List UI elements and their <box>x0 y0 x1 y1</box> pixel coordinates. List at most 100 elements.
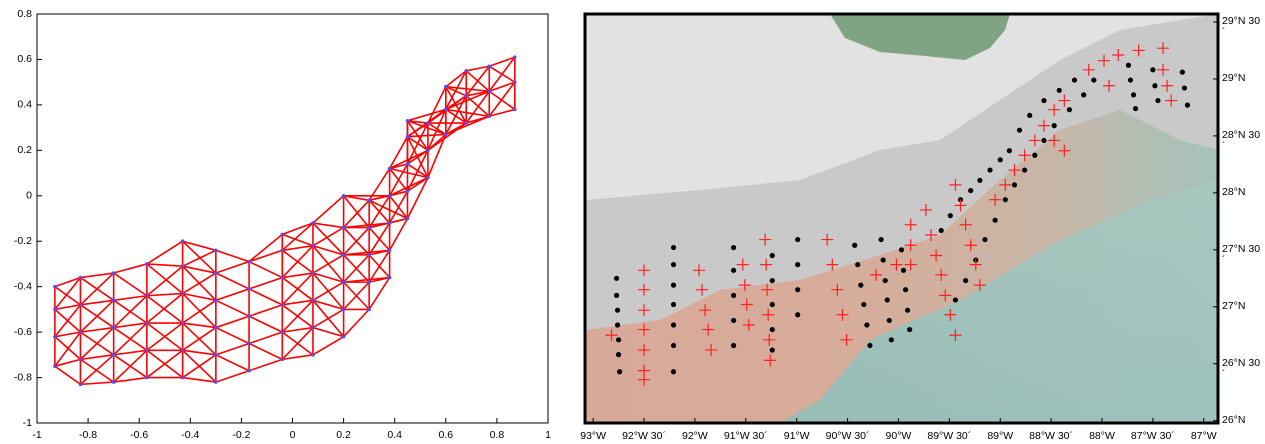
dot-marker <box>1180 70 1185 75</box>
mesh-node <box>311 353 315 357</box>
mesh-node <box>79 276 83 280</box>
dot-marker <box>903 287 908 292</box>
dot-marker <box>1072 77 1077 82</box>
mesh-node <box>181 239 185 243</box>
mesh-node <box>181 292 185 296</box>
dot-marker <box>1022 167 1027 172</box>
x-tick-label: -0.4 <box>181 429 199 441</box>
dot-marker <box>616 337 621 342</box>
dot-marker <box>1081 92 1086 97</box>
x-tick-label: 89°W <box>987 430 1013 442</box>
mesh-node <box>311 244 315 248</box>
mesh-node <box>388 167 392 171</box>
mesh-node <box>311 299 315 303</box>
mesh-node <box>311 326 315 330</box>
mesh-node <box>426 121 430 125</box>
dot-marker <box>1007 148 1012 153</box>
x-tick-label: 0.2 <box>336 429 351 441</box>
y-tick-label: 0.8 <box>17 8 32 20</box>
mesh-node <box>214 380 218 384</box>
mesh-node <box>406 119 410 123</box>
x-tick-label: 0.8 <box>490 429 505 441</box>
dot-marker <box>899 247 904 252</box>
dot-marker <box>1012 182 1017 187</box>
dot-marker <box>993 218 998 223</box>
x-tick-label: 1 <box>545 429 551 441</box>
mesh-node <box>181 348 185 352</box>
dot-marker <box>1003 197 1008 202</box>
mesh-node <box>53 335 57 339</box>
dot-marker <box>795 262 800 267</box>
mesh-node <box>247 342 251 346</box>
dot-marker <box>901 268 906 273</box>
dot-marker <box>671 369 676 374</box>
mesh-node <box>280 249 284 253</box>
dot-marker <box>939 228 944 233</box>
dot-marker <box>1182 85 1187 90</box>
dot-marker <box>879 237 884 242</box>
mesh-node <box>388 194 392 198</box>
dot-marker <box>615 308 620 313</box>
mesh-node <box>214 353 218 357</box>
mesh-node <box>388 221 392 225</box>
dot-marker <box>671 262 676 267</box>
mesh-node <box>112 299 116 303</box>
x-tick-label: 87°W <box>1191 430 1217 442</box>
x-tick-label: 92°W 30´ <box>622 430 666 442</box>
mesh-node <box>247 287 251 291</box>
mesh-node <box>280 233 284 237</box>
mesh-node <box>406 189 410 193</box>
dot-marker <box>617 369 622 374</box>
mesh-node <box>367 308 371 312</box>
dot-marker <box>770 347 775 352</box>
mesh-node <box>406 135 410 139</box>
mesh-node <box>79 330 83 334</box>
dot-marker <box>770 278 775 283</box>
mesh-node <box>145 294 149 298</box>
mesh-node <box>181 264 185 268</box>
dot-marker <box>1133 106 1138 111</box>
mesh-node <box>444 133 448 137</box>
dot-marker <box>731 293 736 298</box>
dot-marker <box>1152 83 1157 88</box>
y-tick-label: 27°N 30´ <box>1222 244 1262 266</box>
dot-marker <box>731 318 736 323</box>
x-tick-label: 92°W <box>682 430 708 442</box>
x-tick-label: 0.6 <box>438 429 453 441</box>
mesh-node <box>214 249 218 253</box>
y-tick-label: 26°N 30´ <box>1222 358 1262 380</box>
mesh-node <box>342 308 346 312</box>
dot-marker <box>671 343 676 348</box>
dot-marker <box>1128 77 1133 82</box>
dot-marker <box>885 297 890 302</box>
dot-marker <box>1126 63 1131 68</box>
mesh-node <box>53 308 57 312</box>
dot-marker <box>953 297 958 302</box>
dot-marker <box>881 257 886 262</box>
dot-marker <box>1067 107 1072 112</box>
x-tick-label: -0.2 <box>232 429 250 441</box>
dot-marker <box>948 213 953 218</box>
dot-marker <box>963 278 968 283</box>
dot-marker <box>982 237 987 242</box>
mesh-node <box>145 376 149 380</box>
dot-marker <box>867 343 872 348</box>
x-tick-label: 88°W 30´ <box>1029 430 1073 442</box>
dot-marker <box>977 178 982 183</box>
mesh-node <box>342 335 346 339</box>
dot-marker <box>614 293 619 298</box>
dot-marker <box>1052 123 1057 128</box>
dot-marker <box>795 312 800 317</box>
mesh-node <box>342 226 346 230</box>
x-tick-label: 0.4 <box>387 429 402 441</box>
mesh-node <box>426 176 430 180</box>
dot-marker <box>671 245 676 250</box>
dot-marker <box>887 318 892 323</box>
mesh-node <box>280 330 284 334</box>
mesh-node <box>367 280 371 284</box>
mesh-node <box>342 253 346 257</box>
dot-marker <box>905 308 910 313</box>
mesh-node <box>513 108 517 112</box>
dot-marker <box>770 302 775 307</box>
dot-marker <box>1041 138 1046 143</box>
